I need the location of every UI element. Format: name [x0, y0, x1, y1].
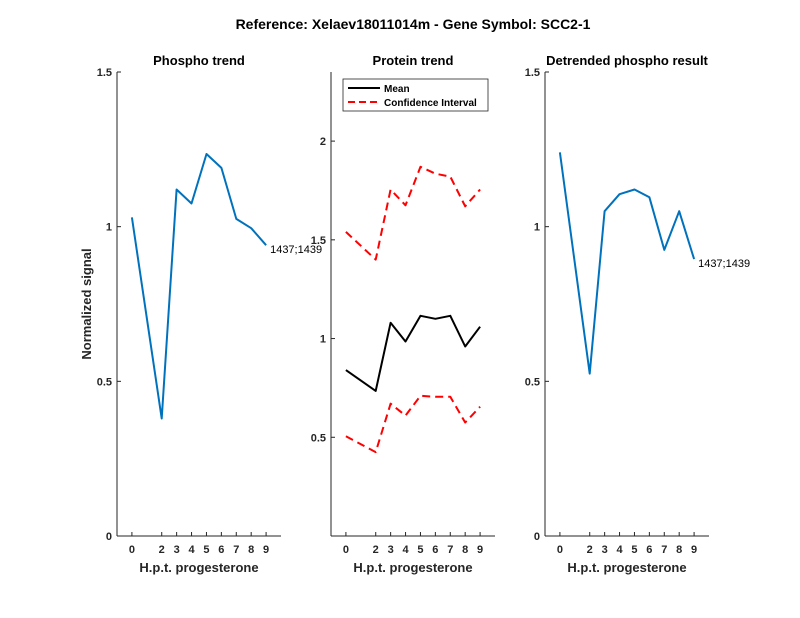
figure-title: Reference: Xelaev18011014m - Gene Symbol…: [236, 16, 591, 32]
x-tick-label: 2: [373, 544, 379, 556]
x-tick-label: 6: [646, 544, 652, 556]
y-tick-label: 0.5: [311, 432, 326, 444]
y-tick-label: 1.5: [525, 67, 540, 79]
legend-entry-confidence-interval: Confidence Interval: [384, 98, 477, 109]
x-tick-label: 0: [557, 544, 563, 556]
series-end-annotation: 1437;1439: [270, 244, 322, 256]
legend-entry-mean: Mean: [384, 84, 410, 95]
legend-box: [342, 78, 489, 112]
series-line-confidence-interval: [345, 165, 481, 261]
x-axis-label: H.p.t. progesterone: [567, 560, 686, 575]
y-axis-label: Normalized signal: [79, 248, 94, 359]
x-tick-label: 2: [587, 544, 593, 556]
series-line-0: [130, 153, 267, 420]
x-tick-label: 8: [248, 544, 254, 556]
x-tick-label: 9: [263, 544, 269, 556]
x-tick-label: 4: [402, 544, 409, 556]
x-tick-label: 9: [691, 544, 697, 556]
axes: 0.511.520 2 3 4 5 6 7 8 9: [311, 72, 495, 556]
series-end-annotation: 1437;1439: [698, 258, 750, 270]
y-tick-label: 0.5: [525, 376, 540, 388]
legend: Mean Confidence Interval: [342, 78, 489, 112]
axes: 0 0.5 1 1.5 0 2 3 4 5 6 7 8 9: [97, 67, 281, 556]
x-tick-label: 3: [602, 544, 608, 556]
y-tick-label: 0: [106, 531, 112, 543]
x-tick-label: 4: [188, 544, 195, 556]
panel-protein-trend: Protein trend H.p.t. progesterone Mean C…: [311, 53, 495, 575]
panel-title: Phospho trend: [153, 53, 245, 68]
x-axis-label: H.p.t. progesterone: [139, 560, 258, 575]
y-tick-label: 1.5: [97, 67, 112, 79]
panel-title: Detrended phospho result: [546, 53, 708, 68]
series-line-0: [558, 152, 696, 375]
y-tick-label: 0: [534, 531, 540, 543]
panel-phospho-trend: Phospho trend H.p.t. progesterone Normal…: [79, 53, 322, 575]
x-tick-label: 9: [477, 544, 483, 556]
x-tick-label: 5: [631, 544, 637, 556]
x-tick-label: 8: [462, 544, 468, 556]
y-tick-label: 0.5: [97, 376, 112, 388]
x-tick-label: 3: [174, 544, 180, 556]
panel-title: Protein trend: [373, 53, 454, 68]
y-tick-label: 1: [320, 334, 326, 346]
x-tick-label: 2: [159, 544, 165, 556]
series-line-2: [345, 394, 481, 454]
x-tick-label: 7: [661, 544, 667, 556]
x-tick-label: 0: [129, 544, 135, 556]
y-tick-label: 1: [106, 222, 112, 234]
panel-detrended-phospho-result: Detrended phospho result H.p.t. progeste…: [525, 53, 750, 575]
x-axis-label: H.p.t. progesterone: [353, 560, 472, 575]
series-line-mean: [345, 314, 481, 392]
x-tick-label: 7: [233, 544, 239, 556]
x-tick-label: 6: [218, 544, 224, 556]
y-tick-label: 1: [534, 222, 540, 234]
y-tick-label: 2: [320, 136, 326, 148]
x-tick-label: 5: [417, 544, 423, 556]
x-tick-label: 0: [343, 544, 349, 556]
x-tick-label: 5: [203, 544, 209, 556]
axes: 0 0.5 1 1.5 0 2 3 4 5 6 7 8 9: [525, 67, 709, 556]
y-tick-label: 1.5: [311, 235, 326, 247]
x-tick-label: 7: [447, 544, 453, 556]
x-tick-label: 3: [388, 544, 394, 556]
x-tick-label: 4: [616, 544, 623, 556]
x-tick-label: 8: [676, 544, 682, 556]
x-tick-label: 6: [432, 544, 438, 556]
